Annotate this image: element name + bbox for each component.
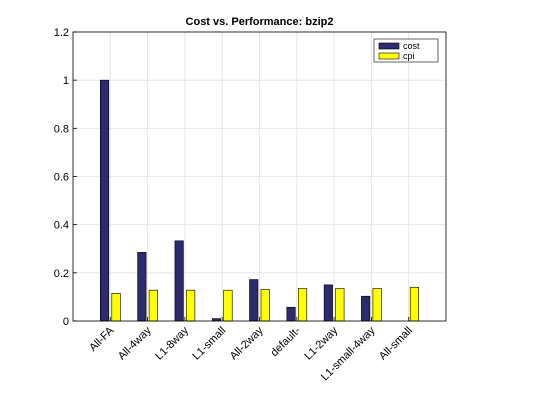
legend-label-cost: cost: [403, 41, 420, 51]
legend-swatch-cpi: [378, 52, 400, 60]
bar-cost: [249, 279, 259, 322]
y-tick-label: 1.2: [54, 27, 69, 39]
y-tick-label: 0.8: [54, 123, 69, 135]
bar-cost: [100, 79, 110, 322]
tick-marks: [73, 31, 410, 322]
bar-cpi: [186, 289, 196, 322]
bar-cpi: [335, 288, 345, 322]
y-tick-label: 0.2: [54, 268, 69, 280]
y-tick-label: 0.4: [54, 220, 69, 232]
bar-cost: [286, 306, 296, 322]
y-tick-labels: 0 0.2 0.4 0.6 0.8 1 1.2: [54, 27, 69, 328]
y-tick-label: 1: [63, 75, 69, 87]
legend-swatch-cost: [378, 42, 400, 50]
bar-cost: [361, 295, 371, 322]
legend-label-cpi: cpi: [403, 51, 415, 61]
bar-cost: [323, 284, 333, 322]
bar-cpi: [148, 289, 158, 322]
bar-cpi: [297, 288, 308, 322]
bar-cost: [137, 252, 147, 322]
bar-cpi: [223, 289, 233, 322]
bar-cpi: [111, 293, 121, 322]
bars: [100, 79, 420, 322]
bar-cpi: [260, 289, 270, 322]
bar-cost: [174, 240, 184, 322]
bar-cpi: [409, 286, 420, 322]
y-tick-label: 0.6: [54, 172, 69, 184]
bar-cpi: [372, 288, 382, 322]
chart-title: Cost vs. Performance: bzip2: [186, 16, 334, 28]
y-tick-label: 0: [63, 316, 69, 328]
